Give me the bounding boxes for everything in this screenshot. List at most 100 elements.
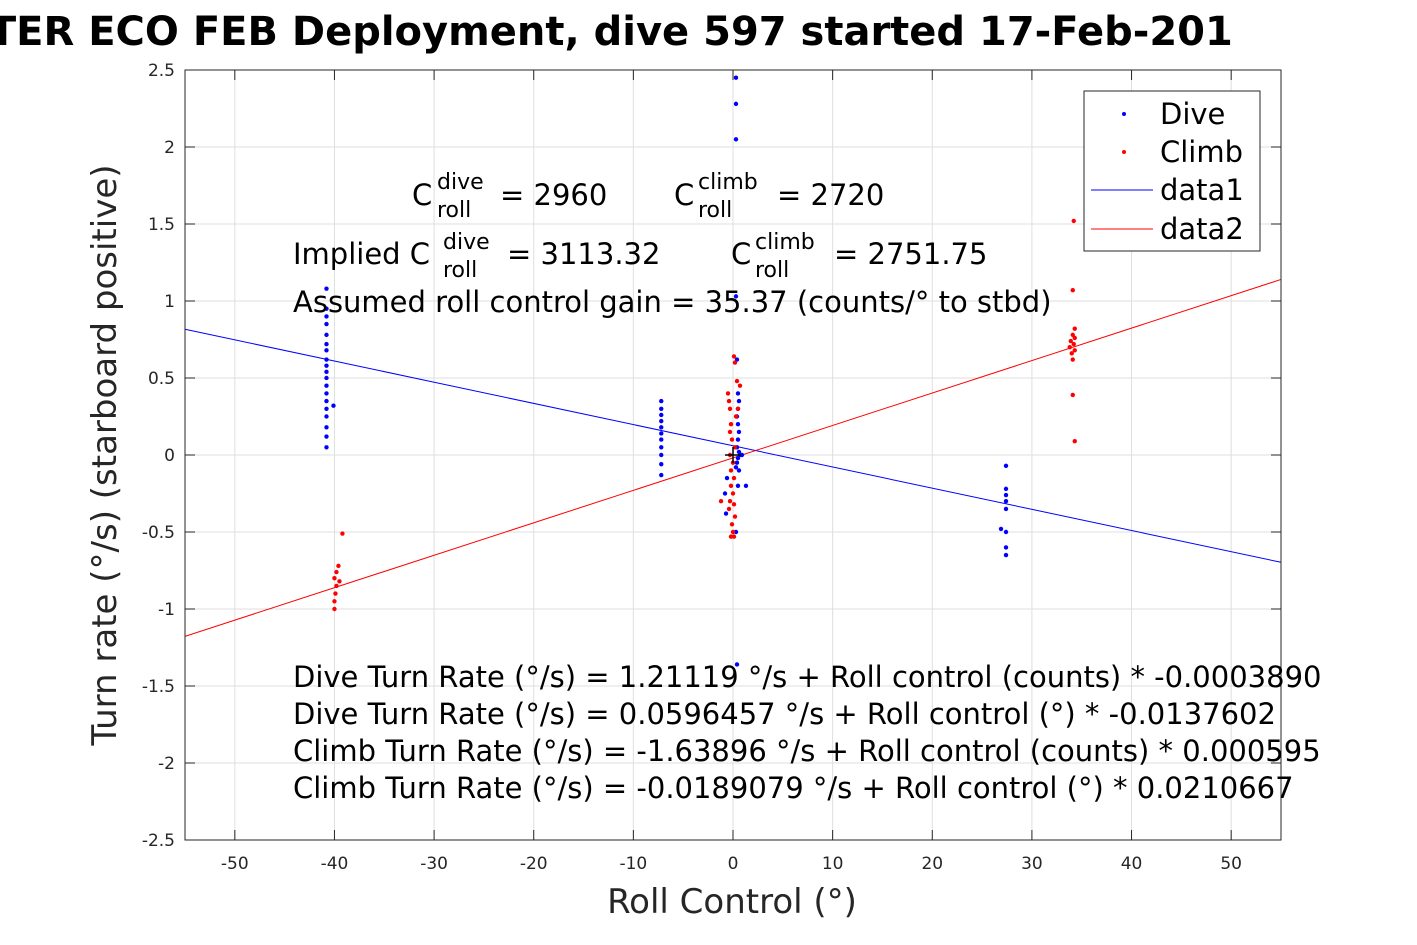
implied-c-roll-dive-value: = 3113.32 — [507, 237, 660, 271]
climb-point — [1070, 392, 1075, 398]
climb-point — [1071, 218, 1076, 224]
origin-cross-marker — [725, 447, 741, 463]
y-axis-ticks: -2.5 -2 -1.5 -1 -0.5 0 0.5 1 1.5 2 2.5 — [142, 61, 1281, 851]
dive-point — [324, 341, 329, 347]
dive-point — [659, 425, 664, 430]
implied-c-roll-dive-sub: roll — [443, 258, 477, 283]
y-tick-label: -1.5 — [142, 677, 175, 697]
climb-point — [732, 360, 738, 365]
dive-point — [659, 437, 664, 442]
equation-dive-degrees: Dive Turn Rate (°/s) = 0.0596457 °/s + R… — [293, 697, 1276, 731]
dive-point — [1003, 506, 1009, 512]
climb-point — [1072, 335, 1077, 341]
climb-point — [731, 502, 737, 507]
dive-point — [736, 398, 742, 404]
climb-point — [1072, 438, 1077, 444]
climb-point — [337, 579, 342, 584]
implied-c-roll-climb-sub: roll — [755, 258, 789, 283]
climb-point — [726, 506, 732, 512]
y-tick-label: 1.5 — [148, 215, 175, 235]
dive-point — [659, 418, 664, 424]
y-tick-label: 2.5 — [148, 61, 175, 81]
legend-data1-label: data1 — [1160, 173, 1244, 207]
dive-point — [324, 445, 329, 450]
climb-point — [334, 583, 339, 589]
dive-point — [659, 472, 664, 478]
dive-point — [733, 294, 739, 299]
legend-dive-label: Dive — [1160, 97, 1225, 131]
dive-point — [733, 101, 739, 107]
dive-point — [324, 357, 329, 362]
fit-line-data1 — [184, 328, 1282, 563]
dive-point — [1003, 552, 1009, 558]
climb-point — [332, 576, 337, 581]
dive-point — [324, 363, 329, 368]
x-tick-label: -20 — [520, 854, 548, 874]
equation-dive-counts: Dive Turn Rate (°/s) = 1.21119 °/s + Rol… — [293, 660, 1321, 694]
dive-point — [735, 483, 741, 488]
climb-point — [332, 606, 337, 612]
y-tick-label: 2 — [164, 138, 175, 158]
legend-climb-label: Climb — [1160, 135, 1243, 169]
climb-point — [728, 422, 734, 427]
chart-title: LTER ECO FEB Deployment, dive 597 starte… — [0, 9, 1233, 55]
climb-point — [733, 414, 739, 419]
climb-point — [332, 599, 337, 604]
dive-point — [735, 455, 741, 461]
climb-point — [728, 468, 734, 473]
dive-point — [324, 391, 329, 396]
c-roll-climb-value: = 2720 — [777, 178, 884, 212]
y-axis-label: Turn rate (°/s) (starboard positive) — [85, 164, 125, 746]
dive-point — [743, 483, 749, 488]
y-tick-label: 0 — [164, 446, 175, 466]
y-tick-label: 0.5 — [148, 369, 175, 389]
climb-point — [729, 437, 735, 442]
y-tick-label: -2.5 — [142, 831, 175, 851]
x-axis-label: Roll Control (°) — [607, 882, 857, 922]
gain-annotation: Assumed roll control gain = 35.37 (count… — [293, 285, 1052, 319]
y-tick-label: -2 — [158, 754, 175, 774]
implied-c-roll-climb-value: = 2751.75 — [834, 237, 987, 271]
dive-point — [324, 321, 329, 327]
climb-point — [334, 569, 339, 575]
x-tick-label: 30 — [1021, 854, 1043, 874]
dive-point — [724, 475, 730, 481]
climb-point — [730, 491, 736, 496]
dive-point — [659, 452, 664, 458]
climb-point — [336, 563, 341, 569]
climb-point — [731, 354, 737, 359]
dive-point — [324, 348, 329, 353]
coefficient-annotations: C dive roll = 2960 C climb roll = 2720 I… — [293, 170, 1321, 805]
dive-point — [735, 422, 741, 427]
dive-point — [733, 465, 739, 470]
y-tick-label: -1 — [158, 600, 175, 620]
climb-point — [729, 522, 735, 527]
climb-point — [727, 406, 733, 411]
dive-point — [1003, 499, 1009, 504]
x-tick-label: 0 — [728, 854, 739, 874]
dive-point — [1003, 545, 1009, 550]
dive-point — [733, 137, 739, 142]
implied-c-roll-dive-prefix: Implied C — [293, 237, 430, 271]
c-roll-climb-sup: climb — [698, 170, 758, 195]
climb-point — [731, 475, 737, 481]
x-tick-label: -30 — [420, 854, 448, 874]
climb-point — [333, 591, 338, 596]
dive-point — [324, 425, 329, 430]
x-tick-label: -40 — [321, 854, 349, 874]
legend-dive-marker — [1122, 112, 1126, 116]
climb-point — [718, 499, 724, 504]
dive-point — [736, 429, 742, 435]
climb-point — [1070, 357, 1075, 362]
data-points — [324, 75, 1077, 667]
c-roll-dive-sup: dive — [437, 170, 484, 195]
dive-point — [1003, 492, 1009, 498]
x-tick-label: 10 — [822, 854, 844, 874]
x-tick-label: 40 — [1121, 854, 1143, 874]
x-tick-label: 20 — [921, 854, 943, 874]
c-roll-dive-value: = 2960 — [500, 178, 607, 212]
dive-point — [722, 491, 728, 496]
y-tick-label: -0.5 — [142, 523, 175, 543]
dive-point — [736, 468, 742, 473]
x-tick-label: -50 — [221, 854, 249, 874]
